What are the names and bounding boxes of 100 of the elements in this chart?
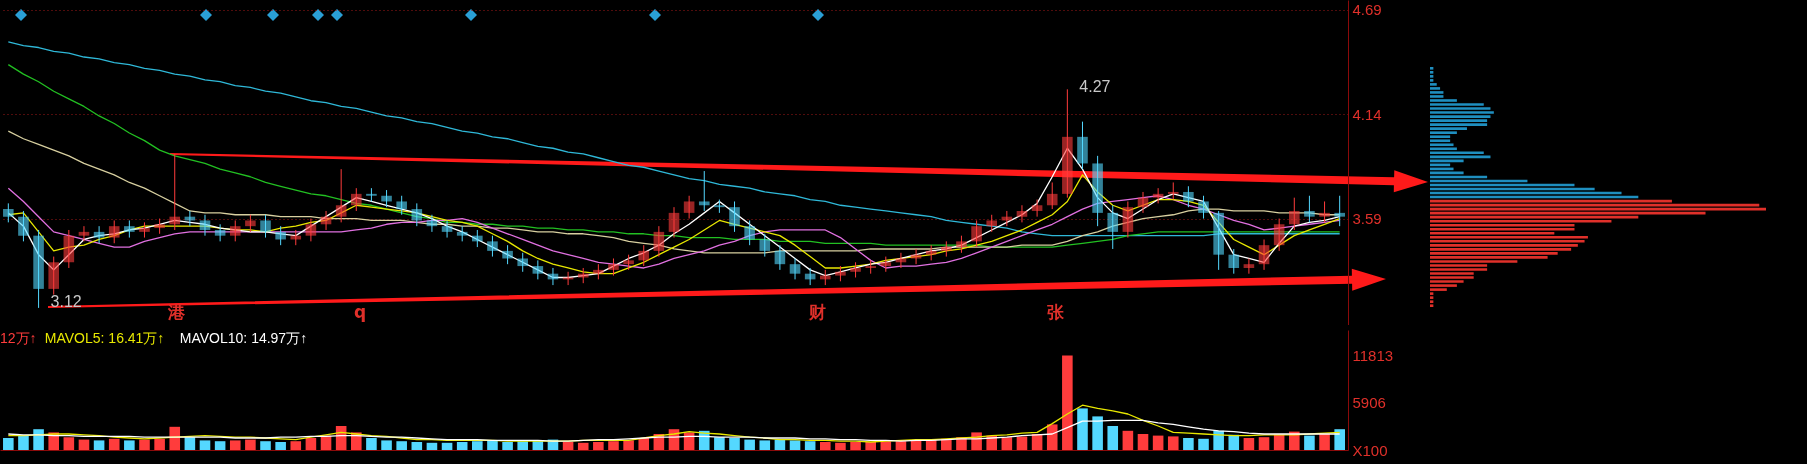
bar — [214, 441, 226, 450]
candlestick — [396, 195, 407, 216]
bar — [487, 440, 498, 450]
candlestick — [154, 218, 165, 235]
candlestick — [593, 263, 604, 280]
candlestick — [1334, 195, 1345, 227]
bar — [1430, 119, 1488, 122]
bar — [1430, 235, 1588, 239]
bar — [1243, 438, 1255, 450]
bar — [1430, 107, 1491, 110]
candlestick — [880, 256, 892, 273]
annotation: 4.27 — [1079, 78, 1111, 96]
candlestick — [850, 261, 861, 278]
bar — [941, 438, 952, 450]
y-tick-label: 11813 — [1352, 347, 1394, 364]
bar — [229, 440, 241, 450]
bar — [1430, 143, 1454, 147]
bar — [1430, 219, 1612, 223]
bar — [1430, 67, 1434, 70]
y-tick-label: 4.69 — [1352, 1, 1382, 18]
candlestick — [1167, 181, 1179, 201]
candlestick — [895, 252, 907, 269]
candlestick — [441, 219, 453, 239]
annotation: 张 — [1046, 302, 1065, 322]
line-series — [7, 187, 1341, 269]
bar — [154, 438, 165, 450]
bar — [850, 442, 861, 450]
bar — [260, 441, 271, 450]
candlestick — [305, 218, 317, 242]
bar — [1092, 416, 1103, 450]
bar — [1430, 71, 1434, 74]
bar — [1077, 408, 1088, 450]
candlestick — [1243, 257, 1255, 275]
bar — [1228, 434, 1240, 450]
candlestick — [683, 195, 695, 220]
candlestick — [260, 214, 271, 239]
bar — [78, 439, 90, 450]
candlestick — [925, 244, 937, 261]
candlestick — [789, 257, 801, 280]
y-tick-label: 5906 — [1352, 394, 1386, 412]
bar — [1258, 437, 1270, 450]
annotation: 财 — [807, 302, 826, 322]
bar — [1430, 139, 1451, 143]
candlestick — [124, 219, 135, 239]
bar — [426, 442, 438, 450]
candlestick — [108, 219, 120, 244]
bar — [108, 438, 120, 450]
bar — [3, 438, 14, 450]
bar — [456, 442, 468, 450]
bar — [865, 442, 876, 450]
bar — [1001, 437, 1013, 450]
candlestick — [774, 244, 786, 271]
bar — [1430, 91, 1444, 94]
text: MAVOL10: 14.97万↑ — [179, 330, 308, 346]
bar — [199, 440, 211, 450]
candlestick — [608, 257, 619, 277]
candlestick — [472, 229, 483, 248]
annotation: q — [353, 302, 367, 322]
candlestick — [562, 271, 574, 286]
candlestick — [1152, 187, 1164, 204]
candlestick — [1289, 197, 1300, 231]
candlestick — [1198, 195, 1209, 220]
candlestick — [1016, 204, 1028, 223]
bar — [290, 441, 302, 450]
bar — [124, 440, 135, 450]
bar — [1430, 240, 1585, 243]
candlestick — [1077, 121, 1088, 170]
bar — [1334, 429, 1345, 450]
bar — [366, 438, 377, 450]
bar — [1430, 268, 1488, 271]
candlestick — [33, 229, 44, 309]
candlestick — [744, 219, 755, 246]
candlestick — [199, 214, 211, 237]
bar — [774, 439, 786, 450]
bar — [1430, 123, 1488, 126]
bar — [1430, 75, 1434, 78]
candlestick — [1258, 238, 1270, 271]
candlestick — [1062, 88, 1073, 199]
bar — [441, 442, 453, 450]
bar — [1430, 83, 1437, 86]
candlestick — [245, 214, 256, 233]
candlestick — [1319, 200, 1330, 223]
bar — [411, 442, 423, 450]
y-tick-label: 4.14 — [1352, 105, 1382, 123]
bar — [1430, 296, 1434, 299]
candlestick — [956, 235, 967, 254]
bar — [1430, 87, 1441, 90]
bar — [169, 426, 181, 450]
bar — [577, 442, 589, 450]
bar — [623, 440, 634, 450]
bar — [1430, 79, 1434, 82]
candlestick — [698, 170, 710, 212]
bar — [1430, 276, 1474, 279]
candlestick — [502, 244, 513, 265]
bar — [1430, 115, 1491, 118]
bar — [1430, 111, 1494, 114]
candlestick — [78, 225, 90, 242]
bar — [562, 442, 574, 450]
candlestick — [759, 233, 771, 258]
candlestick — [456, 225, 468, 242]
